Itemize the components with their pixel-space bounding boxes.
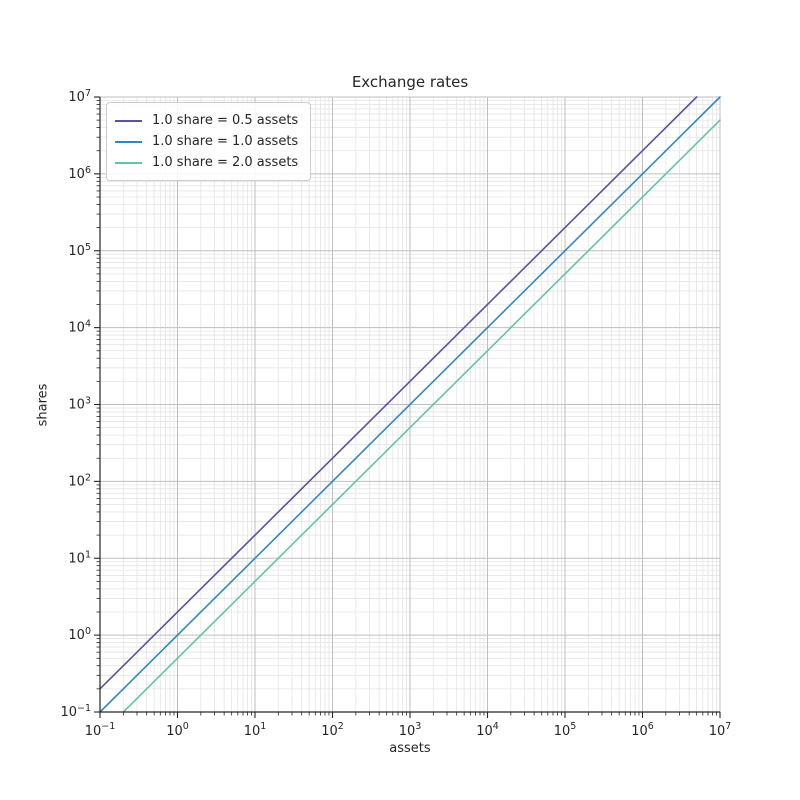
svg-text:106: 106 xyxy=(631,721,654,739)
legend-entry: 1.0 share = 1.0 assets xyxy=(115,131,298,152)
svg-text:101: 101 xyxy=(68,549,91,566)
svg-text:104: 104 xyxy=(68,319,91,336)
legend-line-swatch xyxy=(115,140,142,143)
svg-text:103: 103 xyxy=(68,396,91,413)
svg-text:100: 100 xyxy=(68,626,91,643)
legend-entry: 1.0 share = 0.5 assets xyxy=(115,110,298,131)
legend-label: 1.0 share = 2.0 assets xyxy=(152,155,299,170)
svg-text:100: 100 xyxy=(166,721,189,739)
svg-text:107: 107 xyxy=(68,88,91,105)
svg-text:102: 102 xyxy=(321,721,344,739)
svg-text:107: 107 xyxy=(709,721,732,739)
legend-entry: 1.0 share = 2.0 assets xyxy=(115,152,298,173)
legend: 1.0 share = 0.5 assets 1.0 share = 1.0 a… xyxy=(106,102,312,181)
svg-text:10−1: 10−1 xyxy=(60,703,91,720)
legend-line-swatch xyxy=(115,119,142,122)
svg-text:102: 102 xyxy=(68,472,91,489)
chart-title: Exchange rates xyxy=(351,73,469,91)
svg-text:103: 103 xyxy=(399,721,422,739)
svg-text:104: 104 xyxy=(476,721,499,739)
svg-text:105: 105 xyxy=(554,721,577,739)
svg-text:105: 105 xyxy=(68,242,91,259)
legend-label: 1.0 share = 0.5 assets xyxy=(152,113,299,128)
legend-label: 1.0 share = 1.0 assets xyxy=(152,134,299,149)
svg-text:101: 101 xyxy=(244,721,267,739)
svg-text:10−1: 10−1 xyxy=(85,721,116,739)
legend-line-swatch xyxy=(115,161,142,164)
svg-text:106: 106 xyxy=(68,165,91,182)
y-axis-label: shares xyxy=(35,383,51,427)
x-axis-label: assets xyxy=(389,741,431,756)
